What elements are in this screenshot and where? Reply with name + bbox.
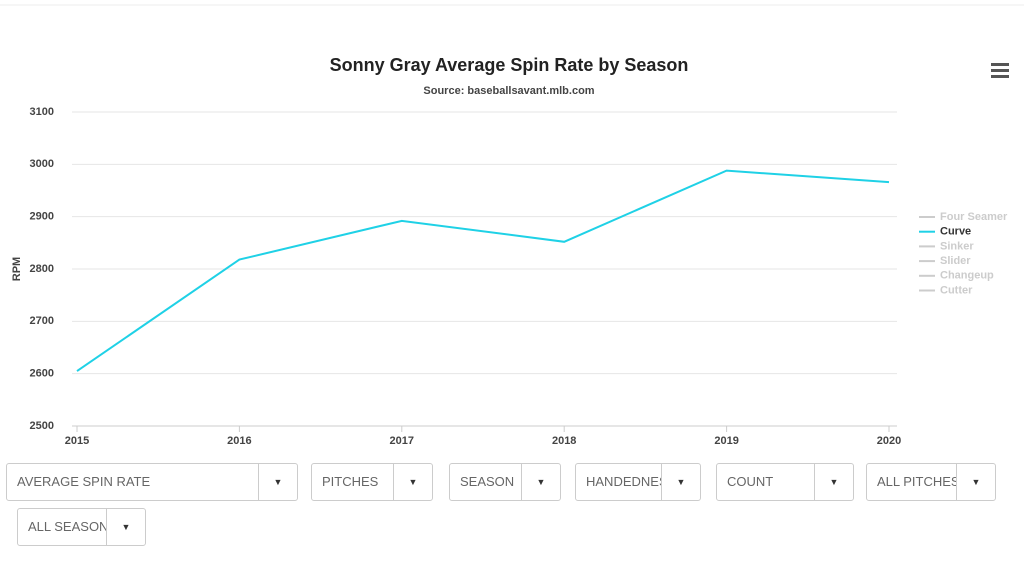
series-line: [76, 169, 890, 372]
dropdown-label: PITCHES: [322, 474, 379, 489]
y-tick-label: 2500: [30, 420, 54, 432]
legend-label: Sinker: [940, 240, 974, 252]
y-tick-label: 2600: [30, 368, 54, 380]
dropdown-arrow: ▼: [106, 509, 145, 545]
menu-bar: [991, 75, 1009, 78]
x-tick-label: 2019: [714, 435, 738, 447]
legend-item[interactable]: Sinker: [919, 240, 974, 252]
y-axis-label: RPM: [11, 257, 23, 281]
dropdown[interactable]: ALL PITCHES ▼: [866, 463, 996, 501]
y-tick-label: 3000: [30, 158, 54, 170]
x-tick-label: 2017: [390, 435, 414, 447]
x-tick-label: 2015: [65, 435, 89, 447]
dropdown-arrow: ▼: [956, 464, 995, 500]
dropdown[interactable]: ALL SEASONS▼: [17, 508, 146, 546]
dropdown-arrow: ▼: [814, 464, 853, 500]
dropdown-arrow: ▼: [258, 464, 297, 500]
dropdown[interactable]: SEASON ▼: [449, 463, 561, 501]
dropdown[interactable]: PITCHES ▼: [311, 463, 433, 501]
dropdown[interactable]: AVERAGE SPIN RATE ▼: [6, 463, 298, 501]
chart-title: Sonny Gray Average Spin Rate by Season: [330, 55, 689, 75]
legend-label: Cutter: [940, 284, 973, 296]
legend-item[interactable]: Four Seamer: [919, 211, 1008, 223]
y-tick-label: 2800: [30, 263, 54, 275]
x-tick-label: 2016: [227, 435, 251, 447]
chart-subtitle: Source: baseballsavant.mlb.com: [423, 85, 594, 97]
legend-item[interactable]: Curve: [919, 226, 971, 238]
dropdown-label: ALL SEASONS: [28, 519, 107, 534]
legend-label: Changeup: [940, 270, 994, 282]
x-tick-label: 2020: [877, 435, 901, 447]
dropdown-label: AVERAGE SPIN RATE: [17, 474, 151, 489]
dropdown-arrow: ▼: [661, 464, 700, 500]
menu-bar: [991, 63, 1009, 66]
dropdown-label: HANDEDNESS: [586, 474, 662, 489]
legend-label: Curve: [940, 226, 971, 238]
dropdown-label: ALL PITCHES: [877, 474, 957, 489]
y-tick-label: 2900: [30, 211, 54, 223]
dropdown-arrow: ▼: [393, 464, 432, 500]
legend-label: Slider: [940, 255, 971, 267]
chart: Sonny Gray Average Spin Rate by Season S…: [0, 4, 1024, 447]
y-tick-label: 2700: [30, 315, 54, 327]
legend-item[interactable]: Cutter: [919, 284, 973, 296]
dropdown-arrow: ▼: [521, 464, 560, 500]
dropdown-label: SEASON: [460, 474, 515, 489]
menu-bar: [991, 69, 1009, 72]
menu-icon[interactable]: [991, 63, 1009, 78]
x-tick-label: 2018: [552, 435, 576, 447]
dropdown-label: COUNT: [727, 474, 774, 489]
legend-label: Four Seamer: [940, 211, 1008, 223]
legend-item[interactable]: Slider: [919, 255, 971, 267]
y-tick-label: 3100: [30, 106, 54, 118]
dropdown[interactable]: HANDEDNESS▼: [575, 463, 701, 501]
dropdown[interactable]: COUNT ▼: [716, 463, 854, 501]
legend-item[interactable]: Changeup: [919, 270, 994, 282]
